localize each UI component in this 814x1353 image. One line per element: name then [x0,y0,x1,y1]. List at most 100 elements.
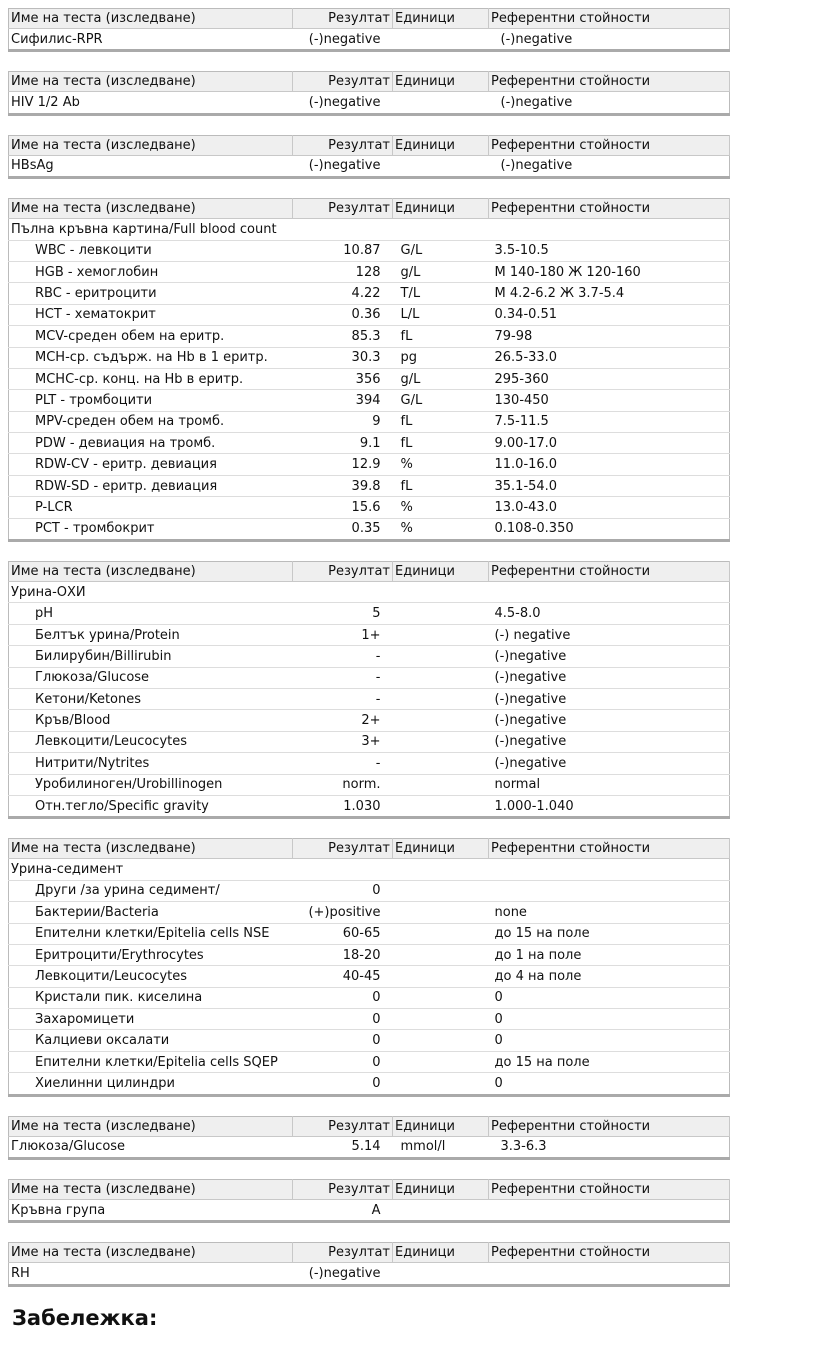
table-row: Захаромицети 0 0 [8,1008,730,1030]
test-result: 0 [292,879,393,902]
table-row: Кетони/Ketones - (-)negative [8,687,730,710]
test-name: PDW - девиация на тромб. [8,432,293,454]
table-row: Епителни клетки/Epitelia cells NSE 60-65 д… [8,922,730,945]
table-header-row: Име на теста (изследване) Резултат Единици… [8,8,730,29]
test-units [392,1050,489,1073]
test-reference: 0 [488,1008,730,1030]
header-reference: Референтни стойности [488,561,730,583]
group-title: Урина-седимент [8,858,293,881]
empty-cell [392,858,489,881]
test-result: 15.6 [292,496,393,519]
test-reference: 130-450 [488,389,730,412]
table-row: Глюкоза/Glucose - (-)negative [8,666,730,689]
test-result: 9.1 [292,432,393,454]
test-name: Бактерии/Bacteria [8,901,293,923]
table-header-row: Име на теста (изследване) Резултат Единици… [8,1179,730,1201]
test-reference: 0.34-0.51 [488,303,730,326]
test-reference: (-)negative [488,27,730,51]
test-name: RH [8,1262,293,1286]
test-reference: (-)negative [488,752,730,775]
header-result: Резултат [292,1242,393,1264]
test-units: G/L [392,239,489,262]
header-result: Резултат [292,71,393,93]
table-row: RBC - еритроцити 4.22 T/L М 4.2-6.2 Ж 3.7-5… [8,282,730,305]
test-result: 30.3 [292,346,393,369]
test-units [392,602,489,625]
header-result: Резултат [292,561,393,583]
test-name: Левкоцити/Leucocytes [8,730,293,753]
test-units [392,773,489,796]
table-row: Отн.тегло/Specific gravity 1.030 1.000-1.0… [8,794,730,818]
test-reference: (-)negative [488,91,730,115]
results-table: Име на теста (изследване) Резултат Единици… [8,1179,730,1224]
test-result: norm. [292,773,393,796]
test-result: - [292,666,393,689]
test-name: Епителни клетки/Epitelia cells SQEP [8,1050,293,1073]
test-result: (-)negative [292,1262,393,1286]
test-reference: (-)negative [488,154,730,178]
empty-cell [392,581,489,603]
header-units: Единици [392,8,489,29]
table-row: Глюкоза/Glucose 5.14 mmol/l 3.3-6.3 [8,1135,730,1159]
table-header-row: Име на теста (изследване) Резултат Единици… [8,198,730,220]
test-reference: до 1 на поле [488,943,730,966]
test-units: fL [392,474,489,497]
test-reference: 1.000-1.040 [488,794,730,818]
test-reference: normal [488,773,730,796]
test-name: PCT - тромбокрит [8,517,293,541]
group-title-row: Урина-седимент [8,858,730,881]
test-units: mmol/l [392,1135,489,1159]
table-row: MPV-среден обем на тромб. 9 fL 7.5-11.5 [8,410,730,433]
group-title: Пълна кръвна картина/Full blood count [8,218,293,241]
test-units [392,794,489,818]
test-reference: М 4.2-6.2 Ж 3.7-5.4 [488,282,730,305]
test-name: Глюкоза/Glucose [8,666,293,689]
empty-cell [292,218,393,241]
header-result: Резултат [292,198,393,220]
test-name: Кръв/Blood [8,709,293,732]
test-name: Отн.тегло/Specific gravity [8,794,293,818]
test-units [392,709,489,732]
test-result: 0.35 [292,517,393,541]
test-result: - [292,752,393,775]
header-reference: Референтни стойности [488,71,730,93]
test-units: % [392,453,489,476]
test-reference: 35.1-54.0 [488,474,730,497]
table-header-row: Име на теста (изследване) Резултат Единици… [8,71,730,93]
test-reference: 7.5-11.5 [488,410,730,433]
header-result: Резултат [292,135,393,156]
test-reference: до 15 на поле [488,1050,730,1073]
test-name: Други /за урина седимент/ [8,879,293,902]
test-units [392,687,489,710]
header-reference: Референтни стойности [488,1179,730,1201]
test-result: 2+ [292,709,393,732]
test-name: Белтък урина/Protein [8,623,293,646]
test-result: 356 [292,367,393,390]
table-row: RDW-CV - еритр. девиация 12.9% 11.0-16.0 [8,453,730,476]
table-row: Кристали пик. киселина 0 0 [8,986,730,1009]
header-reference: Референтни стойности [488,135,730,156]
test-units [392,1199,489,1222]
table-row: MCHC-ср. конц. на Hb в еритр. 356 g/L 295-3… [8,367,730,390]
test-name: Сифилис-RPR [8,27,293,51]
empty-cell [488,858,730,881]
test-units: pg [392,346,489,369]
test-reference: 0 [488,986,730,1009]
test-reference: (-)negative [488,666,730,689]
test-name: HCT - хематокрит [8,303,293,326]
header-reference: Референтни стойности [488,198,730,220]
test-name: Кетони/Ketones [8,687,293,710]
table-row: MCV-среден обем на еритр. 85.3 fL 79-98 [8,325,730,348]
header-test-name: Име на теста (изследване) [8,838,293,860]
table-header-row: Име на теста (изследване) Резултат Единици… [8,1116,730,1137]
test-name: PLT - тромбоцити [8,389,293,412]
header-result: Резултат [292,1116,393,1137]
results-table: Име на теста (изследване) Резултат Единици… [8,134,730,180]
table-row: RH (-)negative [8,1262,730,1286]
test-result: 10.87 [292,239,393,262]
test-name: Калциеви оксалати [8,1029,293,1052]
header-reference: Референтни стойности [488,1242,730,1264]
test-reference: 3.3-6.3 [488,1135,730,1159]
test-name: MCV-среден обем на еритр. [8,325,293,348]
